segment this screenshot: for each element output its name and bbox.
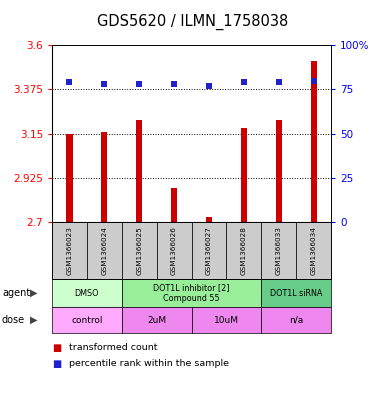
Text: GSM1366023: GSM1366023: [67, 226, 72, 275]
Text: GSM1366027: GSM1366027: [206, 226, 212, 275]
Bar: [241, 128, 247, 222]
Point: [241, 79, 247, 86]
Text: ■: ■: [52, 343, 61, 353]
Bar: [311, 61, 317, 222]
Point: [276, 79, 282, 86]
Text: percentile rank within the sample: percentile rank within the sample: [69, 359, 229, 368]
Text: agent: agent: [2, 288, 30, 298]
Point: [171, 81, 177, 87]
Text: transformed count: transformed count: [69, 343, 158, 352]
Point: [66, 79, 72, 86]
Bar: [66, 134, 72, 222]
Text: GSM1366033: GSM1366033: [276, 226, 282, 275]
Bar: [206, 217, 212, 222]
Point: [136, 81, 142, 87]
Text: DMSO: DMSO: [75, 289, 99, 298]
Text: n/a: n/a: [289, 316, 303, 325]
Text: GSM1366024: GSM1366024: [101, 226, 107, 275]
Text: GSM1366028: GSM1366028: [241, 226, 247, 275]
Text: GDS5620 / ILMN_1758038: GDS5620 / ILMN_1758038: [97, 14, 288, 30]
Point: [206, 83, 212, 89]
Text: GSM1366034: GSM1366034: [311, 226, 316, 275]
Bar: [136, 120, 142, 222]
Text: control: control: [71, 316, 103, 325]
Text: ▶: ▶: [30, 288, 37, 298]
Point: [311, 77, 317, 84]
Text: GSM1366026: GSM1366026: [171, 226, 177, 275]
Text: ▶: ▶: [30, 315, 37, 325]
Text: 10uM: 10uM: [214, 316, 239, 325]
Text: dose: dose: [2, 315, 25, 325]
Text: DOT1L inhibitor [2]
Compound 55: DOT1L inhibitor [2] Compound 55: [153, 283, 230, 303]
Text: ■: ■: [52, 359, 61, 369]
Text: GSM1366025: GSM1366025: [136, 226, 142, 275]
Bar: [276, 120, 282, 222]
Bar: [101, 132, 107, 222]
Bar: [171, 187, 177, 222]
Text: 2uM: 2uM: [147, 316, 166, 325]
Text: DOT1L siRNA: DOT1L siRNA: [270, 289, 322, 298]
Point: [101, 81, 107, 87]
